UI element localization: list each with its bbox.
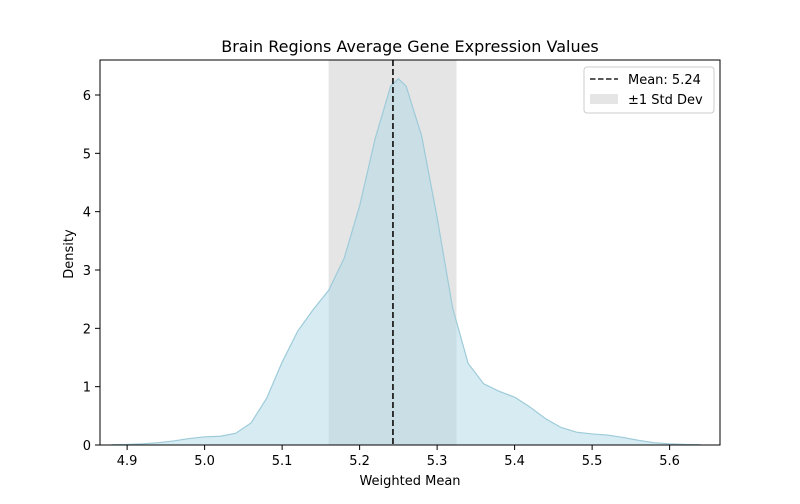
plot-frame — [99, 59, 721, 446]
y-tick-label: 3 — [83, 264, 91, 279]
y-tick-label: 5 — [83, 147, 91, 162]
y-tick-label: 1 — [83, 381, 91, 396]
density-area-layer — [111, 77, 701, 446]
x-tick-label: 4.9 — [117, 454, 138, 469]
y-axis-ticks: 0 1 2 3 4 5 6 — [83, 89, 100, 454]
density-area-fill — [111, 78, 701, 446]
x-tick-label: 5.3 — [427, 454, 448, 469]
legend-std-swatch — [590, 94, 618, 104]
x-tick-label: 5.0 — [194, 454, 215, 469]
x-axis-label: Weighted Mean — [359, 474, 460, 489]
legend: Mean: 5.24 ±1 Std Dev — [583, 66, 715, 114]
y-tick-label: 4 — [83, 206, 91, 221]
y-tick-label: 0 — [83, 439, 91, 454]
legend-mean-label: Mean: 5.24 — [628, 73, 701, 88]
x-tick-label: 5.6 — [659, 454, 680, 469]
x-tick-label: 5.2 — [349, 454, 370, 469]
legend-std-label: ±1 Std Dev — [628, 93, 703, 108]
y-axis-label: Density — [62, 229, 77, 279]
chart-title: Brain Regions Average Gene Expression Va… — [221, 37, 599, 56]
x-axis-ticks: 4.9 5.0 5.1 5.2 5.3 5.4 5.5 5.6 — [117, 445, 680, 469]
x-tick-label: 5.5 — [582, 454, 603, 469]
x-tick-label: 5.4 — [504, 454, 525, 469]
density-curve — [111, 77, 701, 446]
x-tick-label: 5.1 — [272, 454, 293, 469]
y-tick-label: 2 — [83, 322, 91, 337]
y-tick-label: 6 — [83, 89, 91, 104]
